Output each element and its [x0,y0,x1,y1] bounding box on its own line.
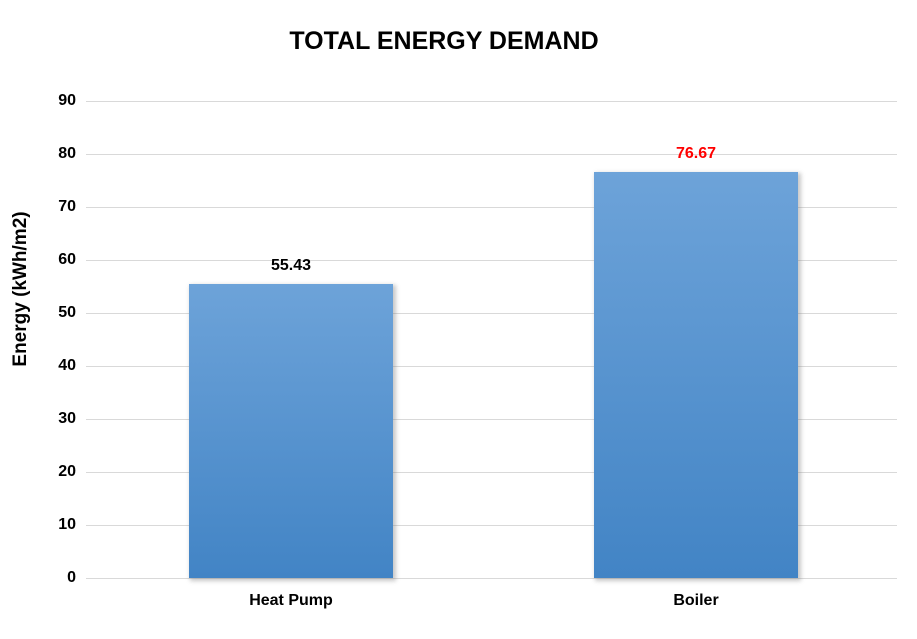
bar-boiler [594,172,798,578]
y-tick-label: 30 [58,410,76,427]
y-tick-label: 0 [67,569,76,586]
gridline [86,524,897,526]
y-tick-label: 50 [58,304,76,321]
y-tick-label: 20 [58,463,76,480]
plot-area: 55.43 76.67 [86,100,897,579]
bar-value-label: 55.43 [270,257,312,274]
y-tick-label: 60 [58,251,76,268]
bar-value-label: 76.67 [675,145,717,162]
y-axis-title: Energy (kWh/m2) [10,211,31,367]
gridline [86,418,897,420]
gridline [86,153,897,155]
gridline [86,365,897,367]
category-label: Heat Pump [249,592,333,609]
y-tick-label: 80 [58,145,76,162]
chart-title: TOTAL ENERGY DEMAND [289,27,599,55]
gridline [86,259,897,261]
y-tick-label: 10 [58,516,76,533]
y-tick-label: 90 [58,92,76,109]
y-tick-label: 40 [58,357,76,374]
gridline [86,471,897,473]
gridline [86,577,897,579]
gridline [86,312,897,314]
bar-heat-pump [189,284,393,578]
y-tick-label: 70 [58,198,76,215]
category-label: Boiler [673,592,719,609]
gridline [86,100,897,102]
gridline [86,206,897,208]
